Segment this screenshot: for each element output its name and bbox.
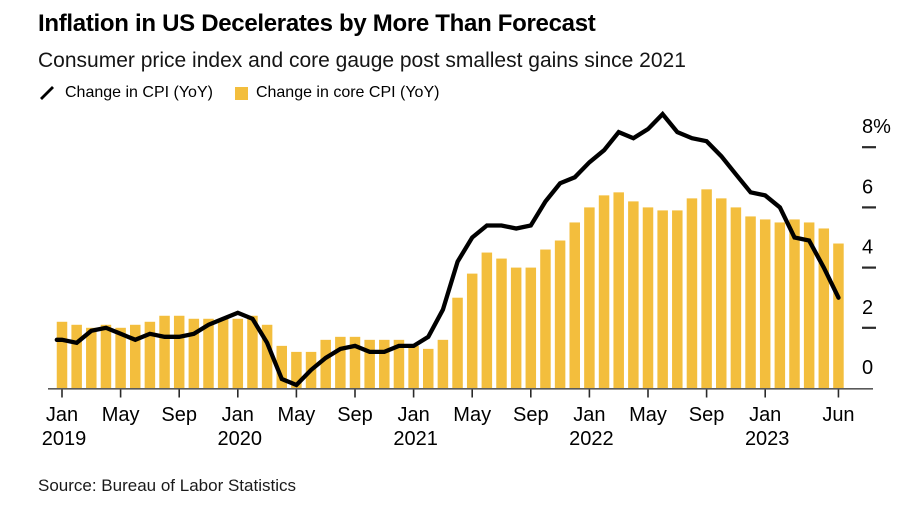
- legend-square-marker-icon: [234, 86, 248, 100]
- core-cpi-bar: [217, 318, 229, 388]
- core-cpi-bar: [276, 345, 287, 388]
- core-cpi-bar: [584, 207, 595, 388]
- cpi-line: [54, 110, 841, 388]
- x-tick-label: Sep: [513, 404, 549, 426]
- y-tick-label: 2: [862, 297, 873, 319]
- x-tick-label: Jan: [46, 404, 78, 426]
- x-tick-label: Jan: [222, 404, 254, 426]
- x-axis-year-label: 2022: [569, 428, 614, 450]
- legend-item: Change in CPI (YoY): [38, 84, 213, 102]
- core-cpi-bar: [393, 339, 405, 388]
- y-tick-label: 8%: [862, 116, 891, 138]
- chart-subtitle: Consumer price index and core gauge post…: [38, 49, 686, 72]
- core-cpi-bar: [291, 351, 302, 388]
- core-cpi-bar: [642, 207, 654, 388]
- core-cpi-bar: [745, 216, 756, 388]
- legend-item-label: Change in CPI (YoY): [65, 84, 213, 101]
- core-cpi-bar: [672, 210, 683, 388]
- legend-item: Change in core CPI (YoY): [234, 84, 440, 102]
- core-cpi-bar: [408, 345, 419, 388]
- x-tick-label: Jun: [822, 404, 854, 426]
- core-cpi-bar: [496, 258, 507, 388]
- x-tick-label: May: [278, 404, 316, 426]
- core-cpi-bar: [188, 318, 200, 388]
- x-tick-label: Jan: [749, 404, 781, 426]
- x-tick-label: Sep: [161, 404, 197, 426]
- core-cpi-bar: [159, 315, 170, 388]
- x-tick-label: Sep: [689, 404, 725, 426]
- core-cpi-bar: [100, 324, 112, 388]
- chart-title: Inflation in US Decelerates by More Than…: [38, 10, 596, 37]
- core-cpi-bar: [481, 252, 493, 388]
- core-cpi-bar: [320, 339, 331, 388]
- x-tick-label: Jan: [573, 404, 605, 426]
- core-cpi-bar: [203, 318, 214, 388]
- core-cpi-bar: [379, 339, 390, 388]
- core-cpi-bar: [818, 228, 830, 388]
- core-cpi-bar: [247, 315, 258, 388]
- core-cpi-bar: [716, 198, 727, 388]
- core-cpi-bar: [510, 267, 522, 388]
- core-cpi-bar: [657, 210, 668, 388]
- core-cpi-bar: [598, 195, 610, 388]
- core-cpi-bar: [701, 189, 712, 388]
- core-cpi-bar: [86, 327, 97, 388]
- x-axis-year-label: 2023: [745, 428, 790, 450]
- y-tick-label: 6: [862, 176, 873, 198]
- core-cpi-bar: [613, 192, 624, 388]
- core-cpi-bar: [437, 339, 449, 388]
- core-cpi-bar: [730, 207, 742, 388]
- core-cpi-bar: [173, 315, 185, 388]
- legend-line-stroke: [40, 86, 54, 100]
- chart-legend: Change in CPI (YoY) Change in core CPI (Y…: [38, 84, 439, 102]
- core-cpi-bar: [261, 324, 273, 388]
- x-tick-label: May: [102, 404, 140, 426]
- core-cpi-bar: [335, 336, 346, 388]
- core-cpi-bar: [628, 201, 639, 388]
- x-axis-year-label: 2020: [218, 428, 263, 450]
- core-cpi-bar: [803, 222, 815, 388]
- core-cpi-bar: [554, 240, 566, 388]
- core-cpi-bar: [569, 222, 580, 388]
- core-cpi-bar: [540, 249, 551, 388]
- core-cpi-bar: [56, 321, 68, 388]
- core-cpi-bar: [364, 339, 375, 388]
- core-cpi-bar: [525, 267, 537, 388]
- source-attribution: Source: Bureau of Labor Statistics: [38, 476, 296, 495]
- y-tick-label: 0: [862, 357, 873, 379]
- core-cpi-bar: [130, 324, 141, 388]
- core-cpi-bar: [686, 198, 698, 388]
- core-cpi-bar: [232, 318, 244, 388]
- legend-item-label: Change in core CPI (YoY): [255, 84, 440, 101]
- core-cpi-bar: [789, 219, 800, 388]
- core-cpi-bar: [144, 321, 156, 388]
- x-axis-year-label: 2019: [42, 428, 87, 450]
- legend-line-marker-icon: [40, 86, 54, 100]
- core-cpi-bar: [349, 336, 361, 388]
- core-cpi-bar: [759, 219, 771, 388]
- core-cpi-bar: [833, 243, 844, 388]
- core-cpi-bar: [452, 297, 463, 388]
- x-tick-label: May: [629, 404, 667, 426]
- x-tick-label: Jan: [397, 404, 429, 426]
- core-cpi-bar: [466, 273, 478, 388]
- x-tick-label: May: [453, 404, 491, 426]
- y-tick-label: 4: [862, 237, 873, 259]
- x-axis-year-label: 2021: [393, 428, 438, 450]
- core-cpi-bar: [423, 348, 434, 388]
- core-cpi-bar: [115, 327, 126, 388]
- core-cpi-bar: [774, 222, 786, 388]
- x-tick-label: Sep: [337, 404, 373, 426]
- core-cpi-bar: [71, 324, 82, 388]
